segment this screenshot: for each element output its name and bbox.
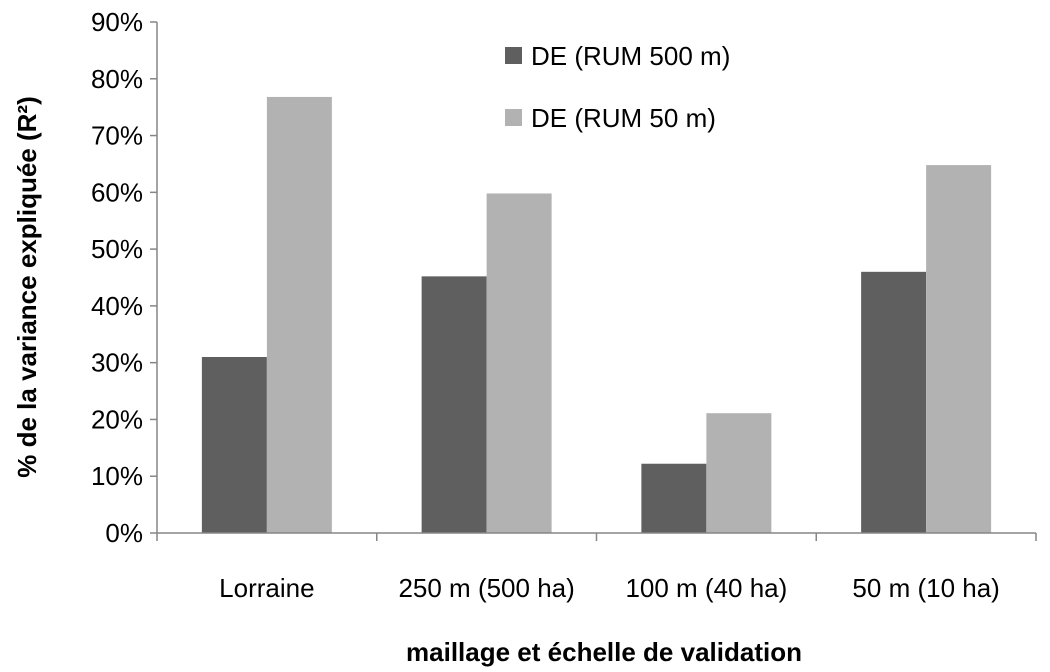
y-tick-label: 20% <box>91 404 143 434</box>
bar-series-1-3 <box>861 271 927 533</box>
y-tick-label: 0% <box>105 518 143 548</box>
bar-series-2-3 <box>926 165 992 533</box>
x-categories-group: Lorraine 250 m (500 ha) 100 m (40 ha) 50 m … <box>219 573 1000 603</box>
y-tick-label: 40% <box>91 291 143 321</box>
x-axis-title: maillage et échelle de validation <box>406 637 802 667</box>
legend-swatch-1 <box>505 47 522 64</box>
bar-series-1-1 <box>421 276 487 533</box>
y-tick-label: 80% <box>91 64 143 94</box>
x-category-label: Lorraine <box>219 573 314 603</box>
bars-group <box>201 96 992 534</box>
y-tick-label: 30% <box>91 348 143 378</box>
y-tick-label: 10% <box>91 461 143 491</box>
bar-series-2-2 <box>706 413 772 533</box>
x-category-label: 250 m (500 ha) <box>398 573 574 603</box>
bar-series-1-0 <box>201 356 267 533</box>
legend-swatch-2 <box>505 109 522 126</box>
bar-series-2-1 <box>486 193 552 534</box>
axes-group <box>156 22 1037 541</box>
y-tick-label: 60% <box>91 177 143 207</box>
bar-series-1-2 <box>641 463 707 533</box>
bar-series-2-0 <box>266 96 332 534</box>
x-category-label: 100 m (40 ha) <box>625 573 787 603</box>
legend-label-1: DE (RUM 500 m) <box>531 41 730 71</box>
y-tick-label: 50% <box>91 234 143 264</box>
x-category-label: 50 m (10 ha) <box>852 573 999 603</box>
y-ticks-group: 0% 10% 20% 30% 40% 50% 60% 70% 80% 90% <box>91 7 157 548</box>
legend: DE (RUM 500 m) DE (RUM 50 m) <box>505 41 730 133</box>
y-tick-label: 70% <box>91 121 143 151</box>
y-axis-title: % de la variance expliquée (R²) <box>12 96 42 477</box>
y-tick-label: 90% <box>91 7 143 37</box>
legend-label-2: DE (RUM 50 m) <box>531 103 716 133</box>
